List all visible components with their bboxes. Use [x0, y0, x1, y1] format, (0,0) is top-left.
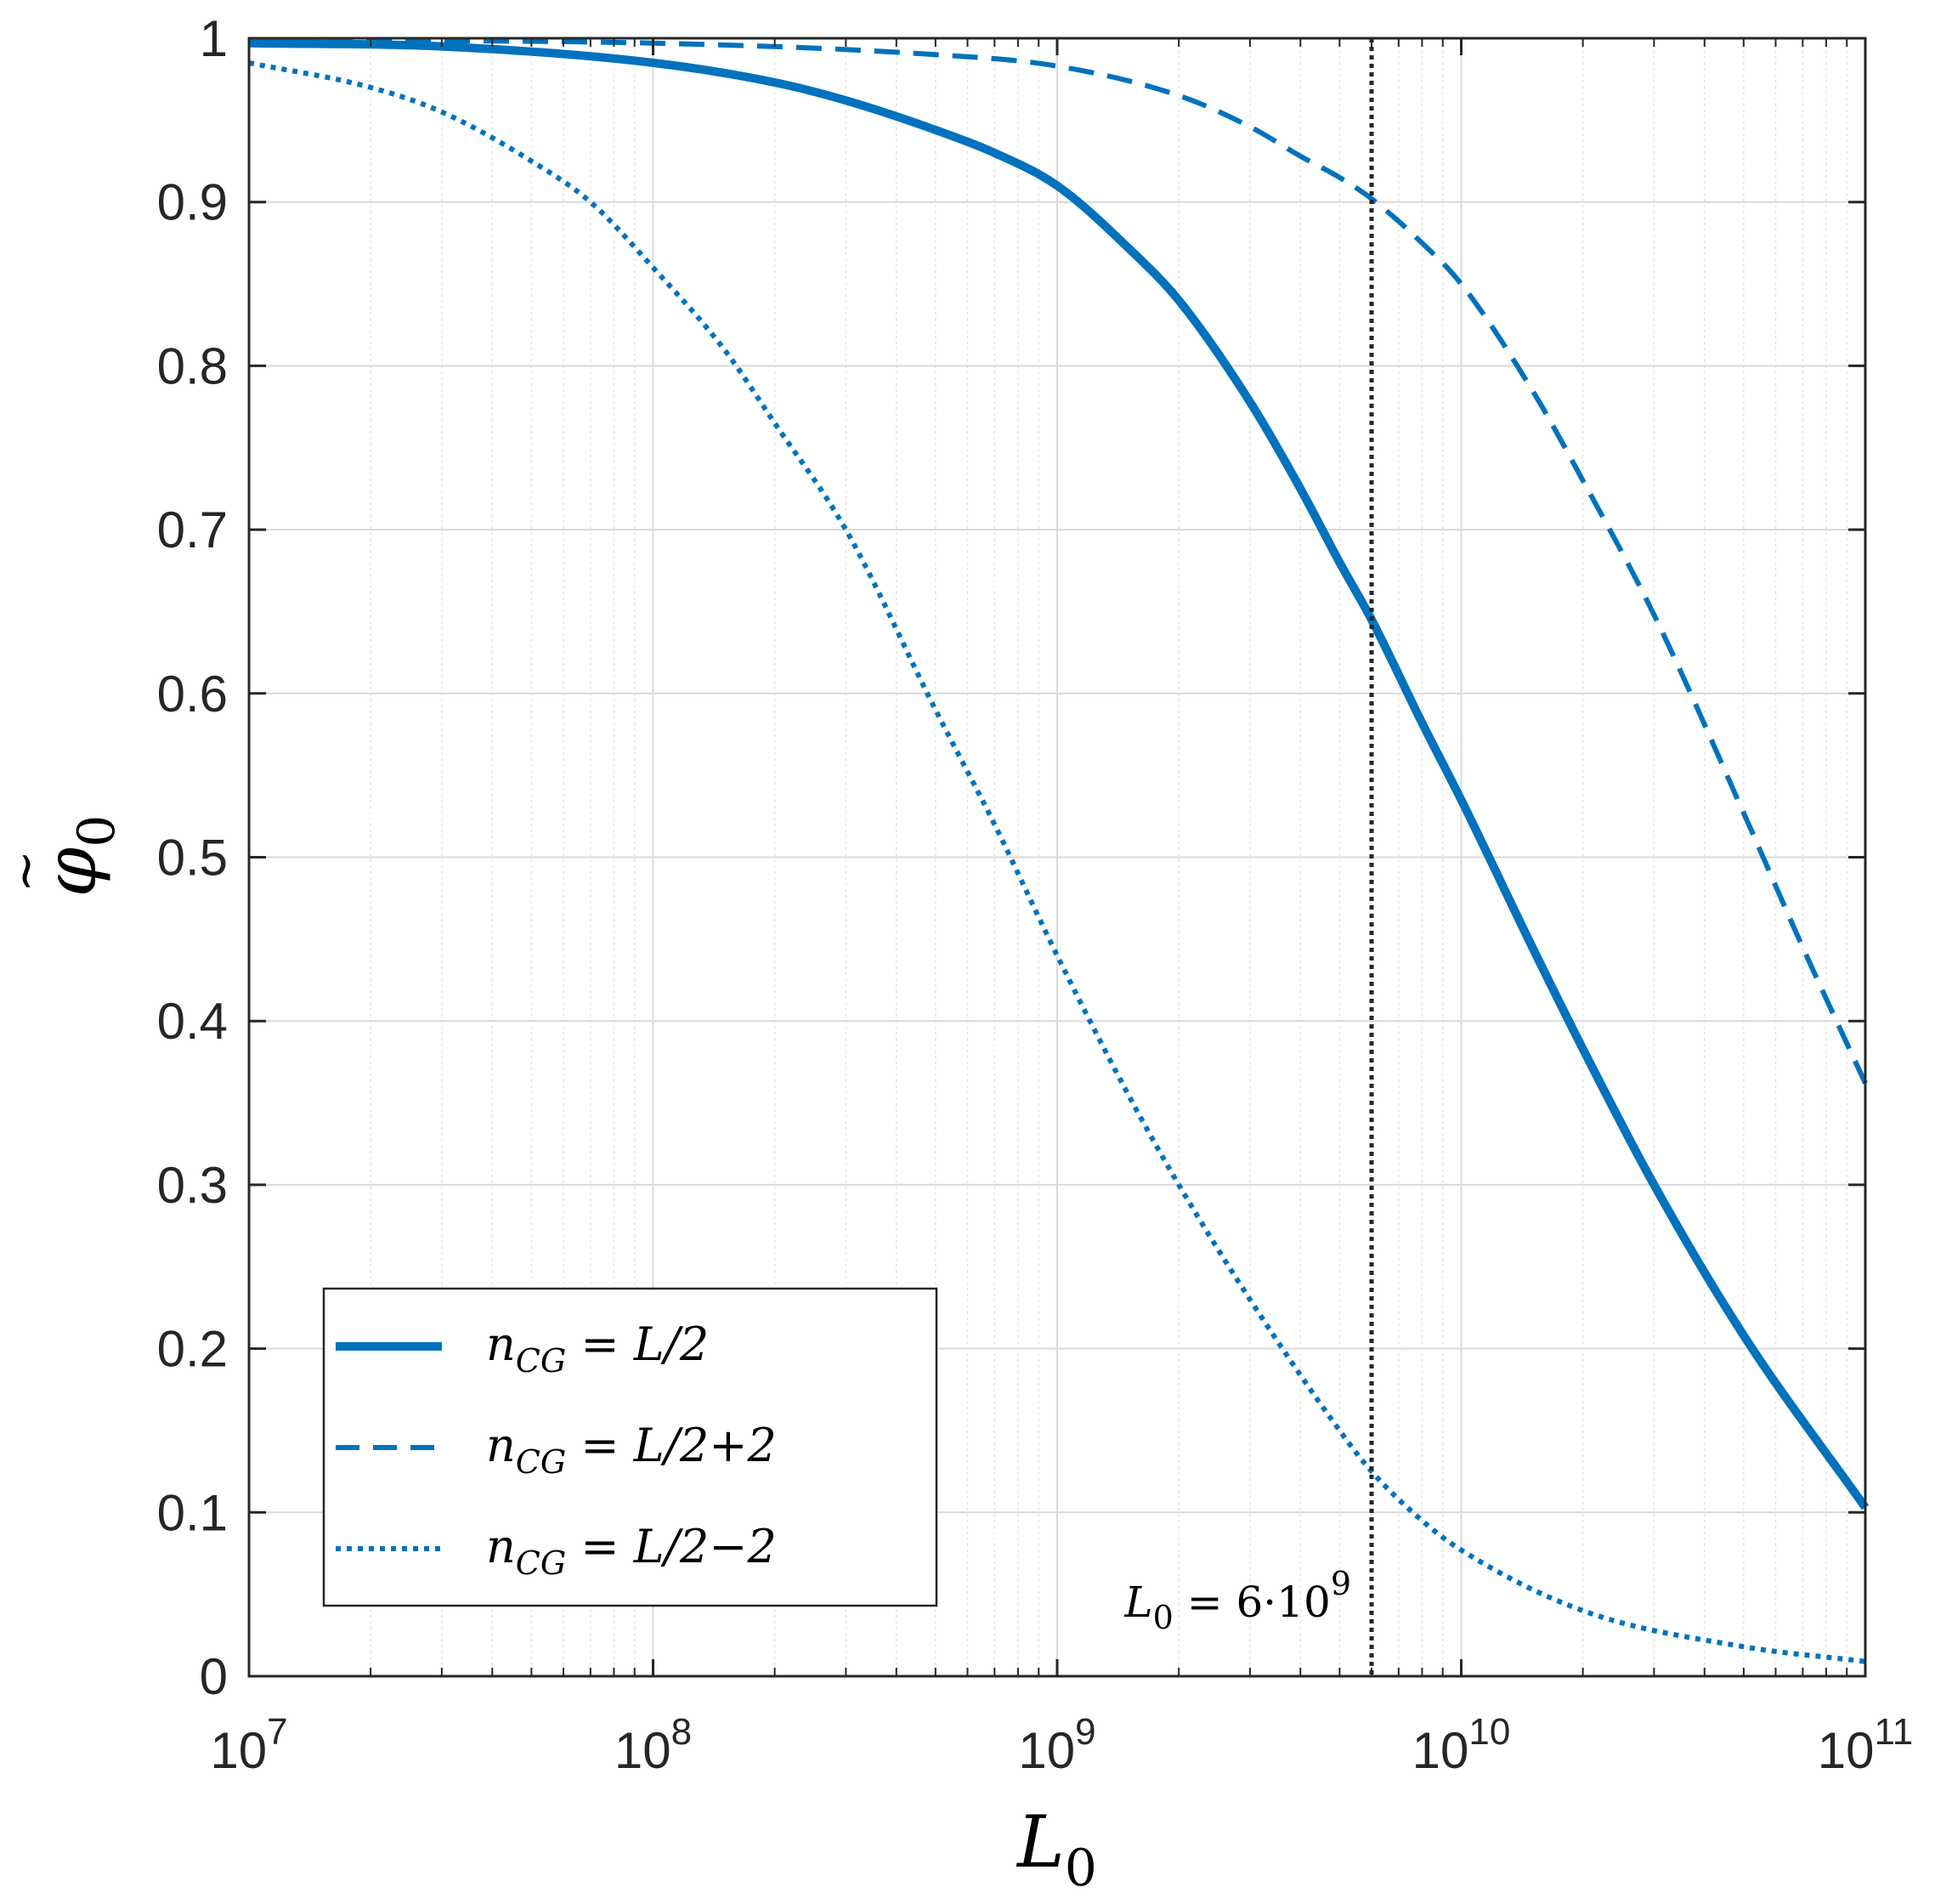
- legend-label-2: nCG = L/2+2: [486, 1419, 777, 1481]
- y-tick-label: 0.7: [157, 502, 228, 558]
- annot-coef: 6·10: [1236, 1578, 1330, 1627]
- y-tick-label: 1: [200, 10, 228, 67]
- legend-label-3: nCG = L/2−2: [486, 1520, 777, 1582]
- series-line-dashed: [248, 37, 1868, 1085]
- y-tick-label: 0.3: [157, 1157, 228, 1214]
- legend: nCG = L/2 nCG = L/2+2 nCG = L/2−2: [322, 1287, 938, 1607]
- y-tick-label: 0.5: [157, 830, 228, 887]
- y-tick-label: 0.9: [157, 174, 228, 231]
- y-tick-label: 0: [200, 1648, 228, 1705]
- y-tick-label: 0.8: [157, 337, 228, 394]
- y-tick-label: 0.4: [157, 993, 228, 1050]
- annot-lhs: L: [1123, 1578, 1152, 1627]
- annot-sup: 9: [1331, 1565, 1351, 1602]
- reference-line-label: L0 = 6·109: [1123, 1565, 1351, 1636]
- y-tick-label: 0.1: [157, 1484, 228, 1541]
- y-tick-label: 0.6: [157, 666, 228, 722]
- series-line-dotted: [248, 60, 1866, 1664]
- x-tick-label: 1011: [1818, 1711, 1913, 1779]
- x-tick-label: 108: [614, 1711, 692, 1779]
- x-tick-label: 107: [210, 1711, 287, 1779]
- y-axis-label: φ0 ~: [0, 814, 127, 897]
- tick-labels: 107 108 109 1010 101100.10.20.30.40.50.60.70…: [157, 10, 1914, 1779]
- annot-sub: 0: [1153, 1599, 1174, 1636]
- x-axis-label: L0: [1016, 1800, 1097, 1898]
- svg-text:φ0: φ0: [29, 814, 127, 897]
- legend-label-1: nCG = L/2: [486, 1318, 709, 1380]
- series-line-solid: [248, 38, 1870, 1510]
- axis-ticks: [247, 37, 1867, 1678]
- data-curves: [248, 37, 1870, 1664]
- x-tick-label: 1010: [1412, 1711, 1511, 1779]
- y-tick-label: 0.2: [157, 1321, 228, 1378]
- svg-text:~: ~: [0, 850, 55, 892]
- x-tick-label: 109: [1018, 1711, 1095, 1779]
